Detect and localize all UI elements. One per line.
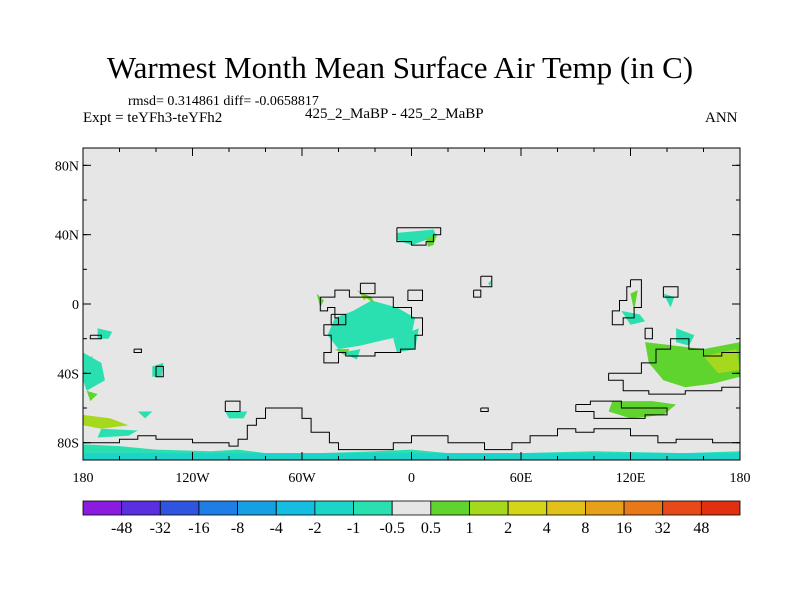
x-tick-label: 60W (288, 471, 316, 486)
colorbar-label: 2 (504, 520, 512, 537)
anomaly-patch (83, 356, 94, 370)
colorbar-box (314, 500, 354, 516)
colorbar-box (82, 500, 123, 516)
coast-line (480, 275, 493, 288)
colorbar-label: 8 (581, 520, 589, 537)
colorbar-box (198, 500, 238, 516)
coast-line (480, 407, 489, 412)
x-tick-label: 60E (510, 471, 533, 486)
colorbar-box (121, 500, 161, 516)
colorbar-box (353, 500, 393, 516)
anomaly-patch (608, 401, 677, 419)
x-tick-label: 0 (408, 471, 415, 486)
coast-line (575, 400, 668, 419)
coast-line (224, 400, 241, 412)
coast-line (330, 313, 347, 326)
anomaly-patch (97, 428, 138, 438)
period-label: 425_2_MaBP - 425_2_MaBP (305, 106, 484, 122)
anomaly-patch (393, 328, 419, 353)
anomaly-patch (676, 328, 695, 346)
colorbar-label: -48 (111, 520, 132, 537)
stats-label: rmsd= 0.314861 diff= -0.0658817 (128, 94, 319, 109)
colorbar-label: 48 (693, 520, 709, 537)
y-tick-label: 40N (55, 229, 79, 244)
coast-line (83, 407, 740, 451)
anomaly-patch (342, 349, 361, 360)
coast-line (611, 279, 642, 326)
coast-line (359, 282, 376, 295)
coast-line (133, 348, 142, 353)
x-tick-label: 120W (175, 471, 210, 486)
anomaly-patch (137, 411, 153, 419)
colorbar-label: 16 (616, 520, 632, 537)
anomaly-patch (86, 390, 98, 402)
experiment-label: Expt = teYFh3-teYFh2 (83, 110, 223, 126)
colorbar-box (546, 500, 586, 516)
x-tick-label: 180 (73, 471, 94, 486)
coast-line (396, 227, 442, 246)
colorbar-label: 1 (465, 520, 473, 537)
colorbar-label: -32 (150, 520, 171, 537)
colorbar-box (275, 500, 316, 516)
colorbar-box (469, 500, 509, 516)
colorbar-box (237, 500, 277, 516)
coast-line (644, 327, 653, 340)
y-tick-label: 40S (57, 367, 79, 382)
anomaly-patch (83, 414, 129, 429)
chart-title: Warmest Month Mean Surface Air Temp (in … (106, 50, 694, 85)
colorbar-label: -2 (308, 520, 321, 537)
anomaly-patch (225, 411, 248, 419)
anomaly-patch (426, 234, 437, 247)
coast-line (319, 289, 423, 364)
colorbar-box (700, 500, 741, 516)
coast-line (407, 289, 423, 301)
season-label: ANN (705, 110, 738, 126)
colorbar-box (623, 500, 664, 516)
coast-line (608, 338, 741, 395)
y-tick-label: 0 (72, 298, 79, 313)
anomaly-patch (630, 290, 638, 311)
colorbar-label: -1 (347, 520, 360, 537)
coastline (83, 227, 741, 451)
coast-line (473, 289, 482, 298)
colorbar-box (391, 500, 432, 516)
x-tick-label: 120E (616, 471, 646, 486)
anomaly-patch (703, 349, 740, 374)
y-tick-label: 80N (55, 159, 79, 174)
coast-line (89, 334, 102, 340)
colorbar-label: -0.5 (380, 520, 405, 537)
colorbar-label: -16 (188, 520, 209, 537)
y-tick-label: 80S (57, 437, 79, 452)
coast-line (155, 365, 164, 378)
colorbar-label: 0.5 (421, 520, 441, 537)
colorbar-label: 4 (543, 520, 551, 537)
colorbar-label: -4 (270, 520, 283, 537)
anomaly-patch (327, 300, 416, 350)
colorbar-box (507, 500, 548, 516)
coast-line (662, 286, 679, 298)
colorbar-box (585, 500, 625, 516)
colorbar-box (430, 500, 470, 516)
colorbar-box (662, 500, 702, 516)
colorbar-label: -8 (231, 520, 244, 537)
colorbar-box (159, 500, 200, 516)
colorbar-label: 32 (655, 520, 671, 537)
anomaly-patch (488, 279, 492, 287)
x-tick-label: 180 (730, 471, 751, 486)
colorbar: -48 -32 -16 -8 -4 -2 -1 -0.5 0.5 1 2 4 8 16 32 48 (82, 500, 741, 537)
axis-ticks: 180 120W 60W 0 60E 120E 180 80N 40N 0 40S 80S (55, 148, 751, 486)
